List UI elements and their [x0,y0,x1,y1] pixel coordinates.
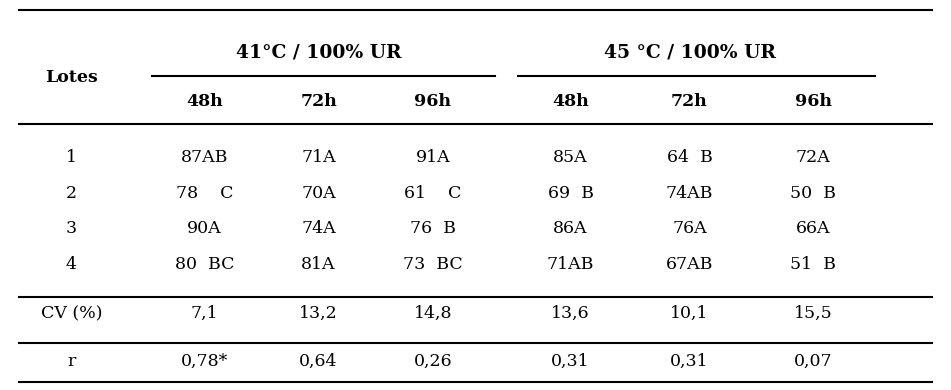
Text: 91A: 91A [416,149,450,166]
Text: 87AB: 87AB [181,149,228,166]
Text: 0,64: 0,64 [300,353,338,370]
Text: 76A: 76A [672,220,707,238]
Text: 3: 3 [66,220,77,238]
Text: 76  B: 76 B [410,220,456,238]
Text: 51  B: 51 B [790,256,836,273]
Text: Lotes: Lotes [45,69,98,86]
Text: 85A: 85A [553,149,588,166]
Text: 96h: 96h [795,93,831,110]
Text: 86A: 86A [553,220,588,238]
Text: 90A: 90A [187,220,222,238]
Text: 10,1: 10,1 [670,305,708,322]
Text: 0,78*: 0,78* [181,353,228,370]
Text: 72h: 72h [301,93,337,110]
Text: 13,6: 13,6 [552,305,590,322]
Text: 73  BC: 73 BC [403,256,462,273]
Text: 0,31: 0,31 [552,353,590,370]
Text: 2: 2 [66,185,77,202]
Text: 96h: 96h [415,93,451,110]
Text: 69  B: 69 B [548,185,593,202]
Text: 48h: 48h [553,93,589,110]
Text: 74AB: 74AB [666,185,713,202]
Text: 4: 4 [66,256,77,273]
Text: 78    C: 78 C [176,185,233,202]
Text: 81A: 81A [301,256,336,273]
Text: 48h: 48h [186,93,223,110]
Text: 50  B: 50 B [790,185,836,202]
Text: CV (%): CV (%) [41,305,102,322]
Text: 0,07: 0,07 [794,353,832,370]
Text: 66A: 66A [796,220,830,238]
Text: 71A: 71A [301,149,336,166]
Text: 67AB: 67AB [666,256,713,273]
Text: 72h: 72h [671,93,708,110]
Text: 72A: 72A [796,149,830,166]
Text: 74A: 74A [301,220,336,238]
Text: 7,1: 7,1 [190,305,219,322]
Text: 71AB: 71AB [547,256,594,273]
Text: 1: 1 [66,149,77,166]
Text: 0,26: 0,26 [414,353,452,370]
Text: 0,31: 0,31 [670,353,708,370]
Text: 45 °C / 100% UR: 45 °C / 100% UR [604,44,775,62]
Text: 70A: 70A [301,185,336,202]
Text: 64  B: 64 B [667,149,712,166]
Text: 14,8: 14,8 [414,305,452,322]
Text: 80  BC: 80 BC [175,256,234,273]
Text: r: r [68,353,75,370]
Text: 15,5: 15,5 [794,305,832,322]
Text: 41°C / 100% UR: 41°C / 100% UR [236,44,401,62]
Text: 61    C: 61 C [404,185,461,202]
Text: 13,2: 13,2 [300,305,338,322]
